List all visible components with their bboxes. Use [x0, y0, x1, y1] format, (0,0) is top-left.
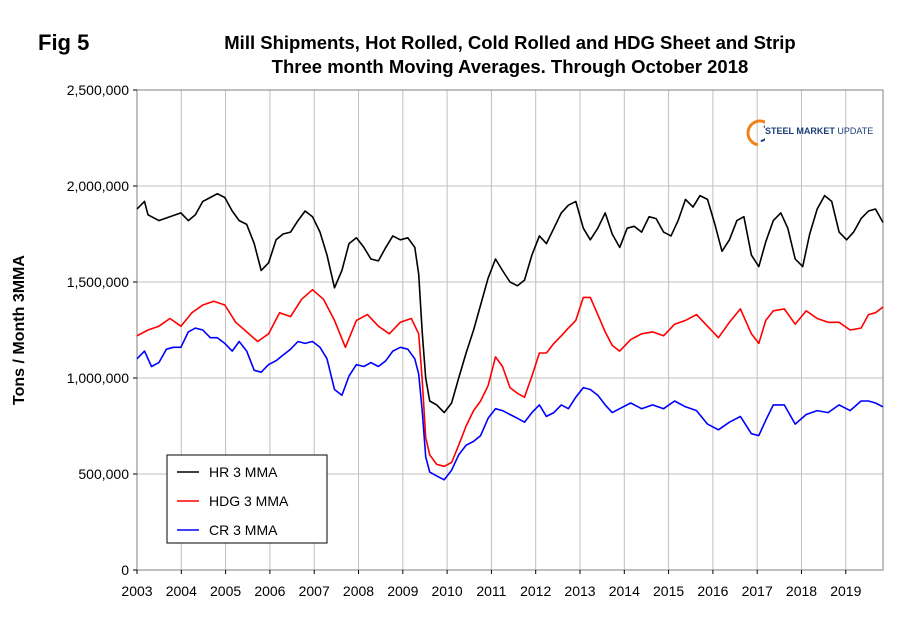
steel-market-update-logo: STEEL MARKET UPDATE	[745, 118, 875, 150]
x-tick-label: 2003	[121, 583, 152, 599]
y-tick-label: 500,000	[78, 466, 129, 482]
legend-label: CR 3 MMA	[209, 522, 278, 538]
y-tick-label: 2,500,000	[67, 82, 129, 98]
figure-label: Fig 5	[38, 30, 90, 55]
legend-label: HR 3 MMA	[209, 464, 278, 480]
x-tick-label: 2007	[299, 583, 330, 599]
x-tick-label: 2009	[387, 583, 418, 599]
legend-label: HDG 3 MMA	[209, 493, 289, 509]
series-line-hr	[136, 192, 884, 414]
x-tick-label: 2011	[476, 583, 506, 599]
y-tick-label: 1,000,000	[67, 370, 129, 386]
y-tick-label: 2,000,000	[67, 178, 129, 194]
chart-title: Mill Shipments, Hot Rolled, Cold Rolled …	[224, 32, 796, 53]
x-tick-label: 2018	[786, 583, 817, 599]
x-tick-label: 2008	[343, 583, 374, 599]
gridlines	[137, 90, 883, 570]
chart-subtitle: Three month Moving Averages. Through Oct…	[271, 56, 749, 77]
legend-box	[166, 454, 328, 544]
logo-text-light: UPDATE	[837, 126, 874, 136]
series-lines	[136, 192, 884, 481]
logo-text: STEEL MARKET UPDATE	[765, 126, 873, 136]
legend: HR 3 MMA HDG 3 MMA CR 3 MMA	[166, 454, 328, 544]
y-axis-label: Tons / Month 3MMA	[11, 255, 28, 405]
x-tick-label: 2016	[697, 583, 728, 599]
x-tick-label: 2019	[830, 583, 861, 599]
x-tick-label: 2013	[564, 583, 595, 599]
logo-text-bold: STEEL MARKET	[765, 126, 835, 136]
series-line-hdg	[136, 288, 884, 468]
logo-swoosh-icon	[746, 119, 765, 147]
x-tick-label: 2017	[742, 583, 773, 599]
x-tick-label: 2014	[609, 583, 640, 599]
x-tick-label: 2012	[520, 583, 551, 599]
series-line-cr	[136, 327, 884, 481]
y-tick-label: 0	[121, 562, 129, 578]
x-tick-label: 2010	[432, 583, 463, 599]
y-tick-label: 1,500,000	[67, 274, 129, 290]
x-tick-label: 2005	[210, 583, 241, 599]
x-tick-label: 2004	[166, 583, 197, 599]
x-tick-label: 2006	[254, 583, 285, 599]
axes: 0 500,000 1,000,000 1,500,000 2,000,000 2,500…	[67, 82, 862, 599]
x-tick-label: 2015	[653, 583, 684, 599]
plot-border	[136, 89, 884, 571]
